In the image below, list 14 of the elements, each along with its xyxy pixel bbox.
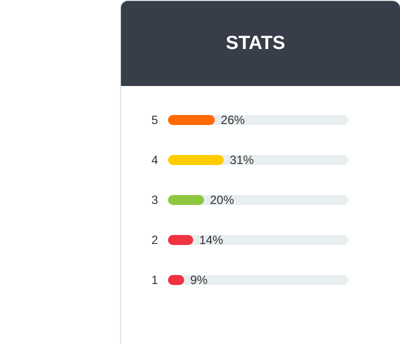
data-label: 9% <box>190 273 208 287</box>
data-label: 31% <box>230 153 254 167</box>
data-label: 14% <box>199 233 224 247</box>
data-label: 26% <box>220 113 246 127</box>
bar <box>168 195 204 205</box>
y-tick-label: 3 <box>151 193 158 207</box>
bar <box>168 115 215 125</box>
y-tick-label: 4 <box>151 153 158 167</box>
y-tick-label: 1 <box>151 273 158 287</box>
bar <box>168 155 224 165</box>
y-tick-label: 2 <box>151 233 158 247</box>
y-tick-label: 5 <box>151 113 158 127</box>
chart-title: STATS <box>121 1 400 86</box>
data-label: 20% <box>210 193 234 207</box>
